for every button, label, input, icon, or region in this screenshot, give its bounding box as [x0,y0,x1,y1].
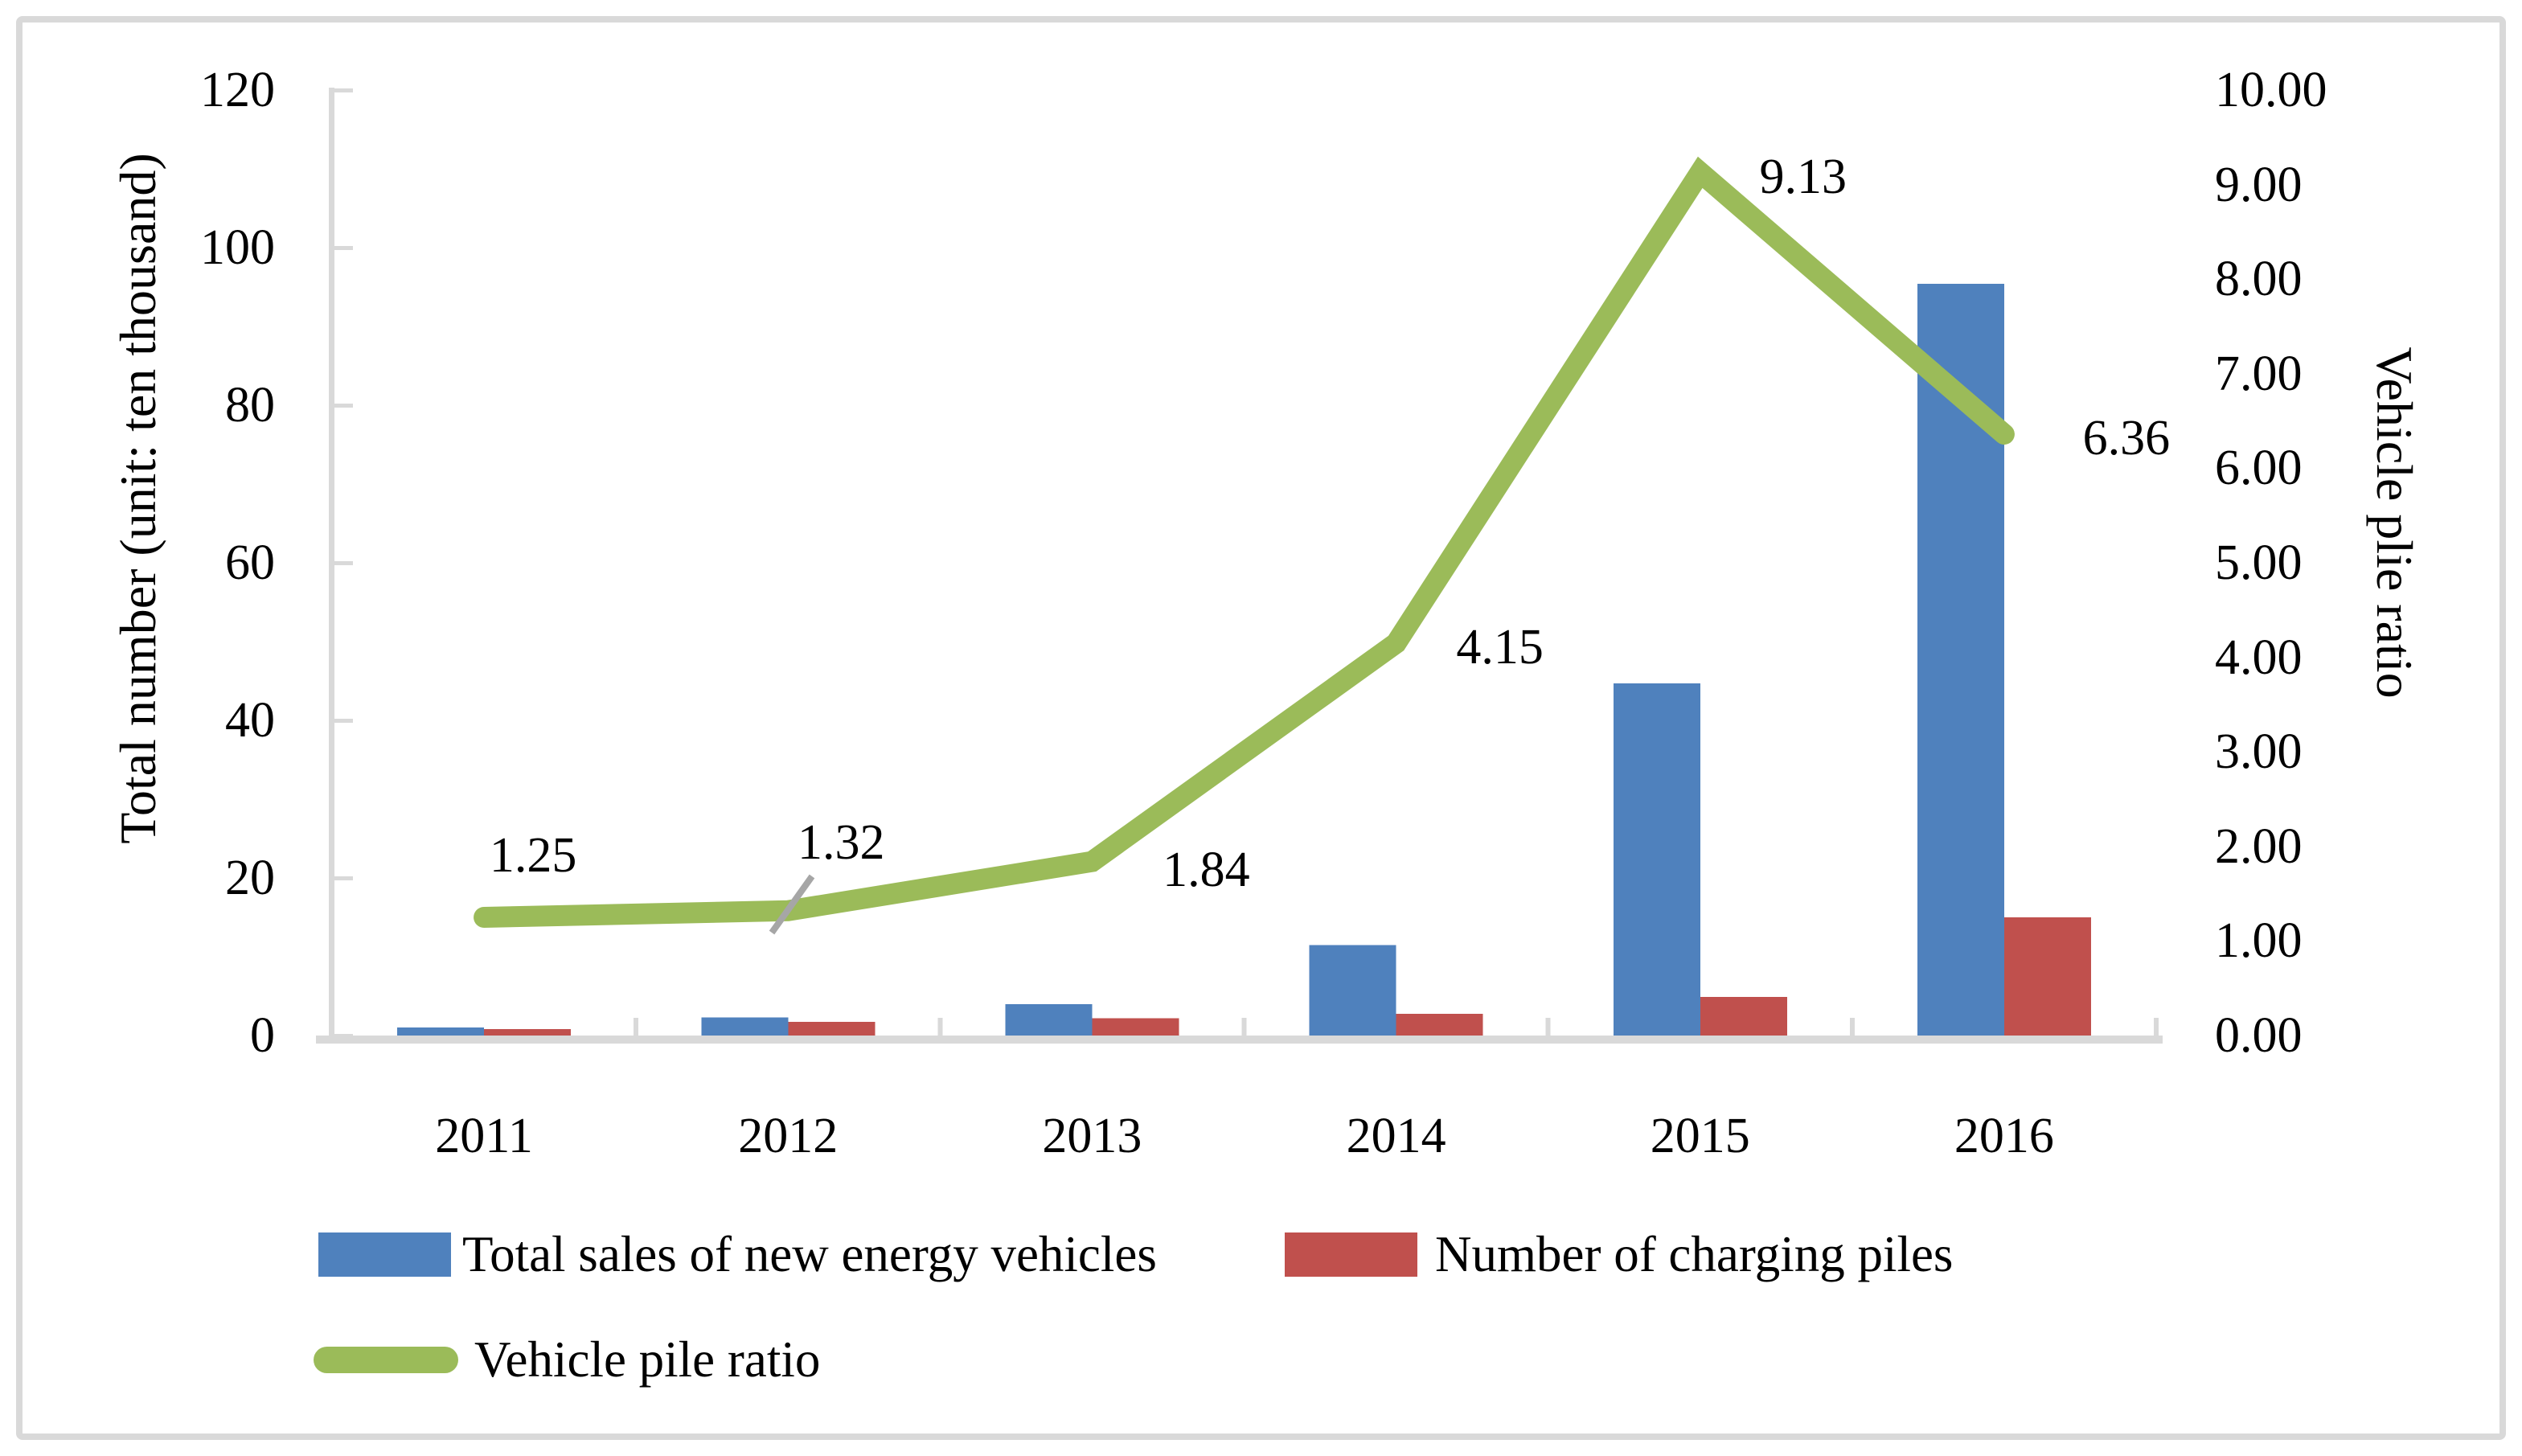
bar-new-energy-vehicles-2015 [1613,683,1700,1036]
x-axis-tick [1545,1018,1551,1036]
bar-charging-piles-2016 [2003,917,2091,1036]
legend-label-vehicle-pile-ratio: Vehicle pile ratio [474,1331,821,1388]
bar-new-energy-vehicles-2012 [701,1017,789,1036]
right-axis-tick-label: 5.00 [2215,535,2303,590]
ratio-data-label-2011: 1.25 [489,828,577,883]
bar-new-energy-vehicles-2014 [1309,945,1396,1036]
x-axis-tick [1241,1018,1247,1036]
ratio-line [474,156,2015,928]
x-axis-label-2016: 2016 [1954,1109,2054,1163]
x-axis-tick [634,1018,639,1036]
x-axis-tick [937,1018,943,1036]
left-axis-tick-label: 40 [225,693,275,748]
bar-charging-piles-2014 [1396,1014,1483,1036]
bar-charging-piles-2015 [1700,996,1787,1036]
right-axis-title: Vehicle plie ratio [2366,347,2423,699]
data-label-leader-line [769,874,815,935]
right-axis-tick-label: 3.00 [2215,724,2303,780]
x-axis-label-2015: 2015 [1650,1109,1750,1163]
left-axis-line [329,88,334,1040]
ratio-data-label-2016: 6.36 [2082,411,2171,466]
right-axis-tick-label: 0.00 [2215,1008,2303,1063]
right-axis-tick-label: 2.00 [2215,818,2303,874]
x-axis-label-2014: 2014 [1346,1109,1446,1163]
left-axis-title: Total number (unit: ten thousand) [109,153,166,844]
x-axis-label-2011: 2011 [435,1109,533,1163]
x-axis-label-2012: 2012 [738,1109,839,1163]
left-axis-tick-label: 60 [225,535,275,590]
ratio-data-label-2012: 1.32 [798,814,885,870]
left-axis-tick [332,719,353,723]
legend-swatch-new-energy-vehicles [318,1232,451,1277]
x-axis-label-2013: 2013 [1042,1109,1142,1163]
bar-new-energy-vehicles-2013 [1005,1003,1093,1036]
left-axis-tick-label: 100 [200,220,275,275]
x-axis-tick [330,1018,334,1036]
bar-new-energy-vehicles-2011 [397,1027,485,1036]
left-axis-tick [332,88,353,92]
axes-group [316,88,2163,1044]
bar-charging-piles-2011 [484,1029,572,1036]
x-axis-tick [2154,1018,2159,1036]
right-axis-tick-label: 7.00 [2215,346,2303,401]
right-axis-tick-label: 1.00 [2215,913,2303,969]
right-axis-tick-label: 10.00 [2215,63,2327,117]
ratio-data-label-2015: 9.13 [1759,150,1847,205]
right-axis-tick-label: 6.00 [2215,441,2303,496]
left-axis-tick-label: 20 [225,851,275,905]
bar-charging-piles-2013 [1092,1018,1179,1036]
figure-border [16,16,2506,1440]
left-axis-tick [332,561,353,565]
ratio-data-label-2014: 4.15 [1456,619,1544,675]
x-axis-tick [1849,1018,1855,1036]
legend-swatch-charging-piles [1285,1232,1417,1277]
left-axis-tick [332,404,353,408]
right-axis-tick-label: 9.00 [2215,157,2303,212]
legend-swatch-vehicle-pile-ratio [314,1347,458,1373]
x-axis-line [316,1036,2163,1044]
ratio-data-label-2013: 1.84 [1163,842,1250,897]
left-axis-tick-label: 80 [225,378,275,433]
left-axis-tick [332,246,353,250]
bar-charging-piles-2012 [788,1021,876,1036]
legend-label-charging-piles: Number of charging piles [1435,1226,1954,1282]
right-axis-tick-label: 4.00 [2215,630,2303,685]
left-axis-tick-label: 120 [200,63,275,117]
legend-label-new-energy-vehicles: Total sales of new energy vehicles [462,1226,1157,1282]
left-axis-tick-label: 0 [250,1008,275,1063]
left-axis-tick [332,1034,353,1038]
left-axis-tick [332,876,353,880]
right-axis-tick-label: 8.00 [2215,252,2303,307]
